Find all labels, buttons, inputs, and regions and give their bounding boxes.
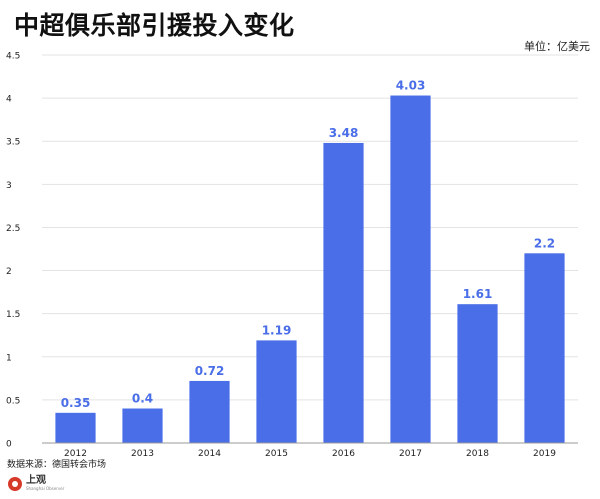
- x-tick-label: 2013: [131, 449, 154, 459]
- y-tick-label: 3.5: [6, 138, 20, 148]
- y-tick-label: 2: [6, 267, 12, 277]
- bar-value-label: 0.4: [132, 392, 153, 406]
- x-tick-label: 2017: [399, 449, 422, 459]
- bar-value-label: 0.35: [61, 396, 91, 410]
- data-labels: 0.35 0.4 0.72 1.19 3.48 4.03 1.61 2.2: [61, 79, 555, 410]
- y-tick-label: 1.5: [6, 310, 20, 320]
- bar-value-label: 0.72: [195, 364, 225, 378]
- logo-text: 上观: [26, 475, 46, 486]
- x-tick-label: 2018: [466, 449, 489, 459]
- bar-2012: [55, 412, 96, 443]
- publisher-logo: 上观 Shanghai Observer: [8, 476, 64, 491]
- bars: [55, 95, 565, 444]
- y-axis-ticks: 0 0.5 1 1.5 2 2.5 3 3.5 4 4.5: [6, 52, 20, 450]
- bar-2019: [524, 253, 565, 443]
- bar-value-label: 3.48: [329, 126, 359, 140]
- bar-value-label: 2.2: [534, 236, 555, 250]
- bar-2018: [457, 304, 498, 443]
- bar-2016: [323, 142, 364, 444]
- logo-wordmark: 上观 Shanghai Observer: [26, 475, 65, 492]
- x-axis-ticks: 2012 2013 2014 2015 2016 2017 2018 2019: [64, 449, 556, 459]
- unit-label: 单位：亿美元: [524, 40, 590, 53]
- chart-title: 中超俱乐部引援投入变化: [14, 11, 295, 40]
- x-tick-label: 2016: [332, 449, 355, 459]
- x-tick-label: 2019: [533, 449, 556, 459]
- y-tick-label: 3: [6, 181, 12, 191]
- y-tick-label: 2.5: [6, 224, 20, 234]
- x-tick-label: 2012: [64, 449, 87, 459]
- bar-value-label: 1.19: [262, 323, 292, 337]
- y-tick-label: 4: [6, 95, 12, 105]
- logo-subtext: Shanghai Observer: [26, 486, 65, 491]
- bar-2017: [390, 95, 431, 443]
- logo-circle-icon: [8, 476, 22, 491]
- bar-value-label: 4.03: [396, 79, 426, 93]
- y-tick-label: 0.5: [6, 396, 20, 406]
- bar-value-label: 1.61: [463, 287, 493, 301]
- y-tick-label: 4.5: [6, 52, 20, 62]
- bar-2015: [256, 340, 297, 443]
- x-tick-label: 2014: [198, 449, 221, 459]
- y-tick-label: 0: [6, 440, 12, 450]
- bar-2014: [189, 380, 230, 443]
- y-tick-label: 1: [6, 353, 12, 363]
- bar-2013: [122, 408, 163, 443]
- x-tick-label: 2015: [265, 449, 288, 459]
- source-note: 数据来源：德国转会市场: [7, 460, 107, 470]
